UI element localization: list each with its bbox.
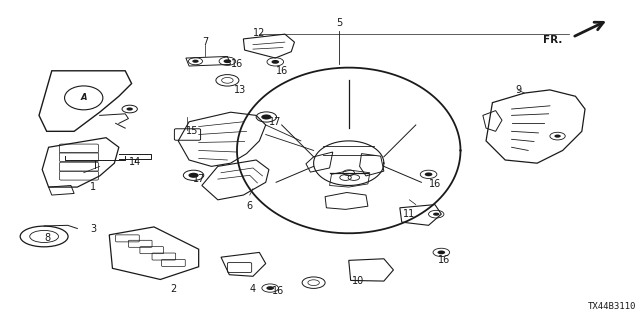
Circle shape [192, 60, 198, 63]
Text: 17: 17 [269, 117, 282, 127]
Text: 16: 16 [273, 286, 285, 296]
Circle shape [261, 115, 271, 120]
Text: 14: 14 [129, 156, 141, 167]
Text: 8: 8 [44, 233, 51, 243]
Text: 3: 3 [90, 223, 97, 234]
Circle shape [266, 286, 274, 290]
Circle shape [188, 173, 198, 178]
Text: 2: 2 [170, 284, 176, 294]
Text: 12: 12 [253, 28, 266, 37]
Text: 16: 16 [276, 66, 288, 76]
Text: FR.: FR. [543, 35, 563, 44]
Text: 16: 16 [429, 179, 441, 189]
Text: 10: 10 [352, 276, 364, 286]
Text: A: A [81, 93, 87, 102]
Text: 5: 5 [336, 18, 342, 28]
Circle shape [425, 172, 433, 176]
Text: 11: 11 [403, 209, 415, 219]
Circle shape [554, 134, 561, 138]
Text: 9: 9 [515, 85, 521, 95]
Text: 4: 4 [250, 284, 256, 294]
Text: 6: 6 [246, 201, 253, 211]
Text: 15: 15 [186, 126, 198, 136]
Circle shape [127, 108, 133, 111]
Text: 1: 1 [90, 182, 97, 192]
Circle shape [271, 60, 279, 64]
Text: 16: 16 [438, 255, 451, 265]
Circle shape [223, 59, 231, 63]
Circle shape [433, 212, 440, 216]
Text: 7: 7 [202, 37, 208, 47]
Text: 13: 13 [234, 85, 246, 95]
Circle shape [438, 251, 445, 254]
Text: TX44B3110: TX44B3110 [588, 302, 636, 311]
Text: 17: 17 [193, 174, 205, 184]
Text: 16: 16 [231, 60, 243, 69]
